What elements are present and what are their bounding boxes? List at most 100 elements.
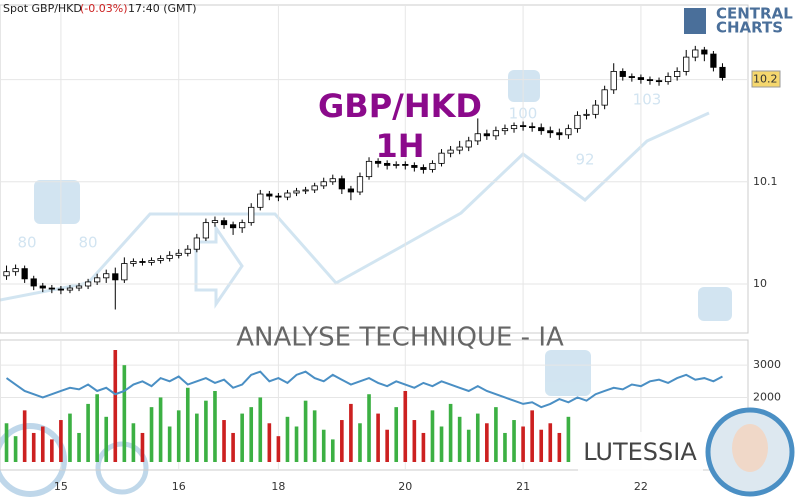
candle-body: [438, 152, 445, 164]
watermark-icon: [698, 287, 732, 321]
volume-bar: [285, 416, 290, 462]
candle-body: [329, 178, 336, 183]
watermark-label: 80: [78, 234, 97, 252]
grid: [0, 5, 748, 470]
candle-body: [619, 71, 626, 77]
candle-body: [384, 162, 391, 166]
candle-body: [474, 133, 481, 142]
watermark-line: [0, 111, 710, 302]
volume-bar: [349, 403, 353, 462]
candle-body: [220, 220, 228, 226]
volume-bar: [475, 413, 480, 462]
candle-body: [257, 193, 264, 208]
volume-bar: [104, 416, 109, 462]
candle-body: [465, 140, 472, 148]
candle-body: [94, 277, 101, 283]
candle-body: [674, 71, 681, 77]
volume-bar: [457, 416, 462, 462]
candle-body: [556, 132, 563, 136]
candle-body: [302, 189, 309, 192]
volume-bar: [448, 403, 453, 462]
candle-body: [664, 76, 672, 83]
volume-bar: [195, 413, 199, 462]
candle-body: [157, 258, 164, 261]
volume-bar: [403, 390, 408, 462]
volume-bar: [50, 439, 54, 462]
candle-body: [719, 66, 726, 78]
logo-line1: CENTRAL: [716, 5, 793, 23]
volume-bar: [131, 423, 136, 462]
x-tick-label: 15: [54, 480, 68, 493]
change: (-0.03%): [80, 2, 128, 15]
candle-body: [456, 146, 463, 151]
candle-body: [184, 248, 191, 254]
volume-bar: [31, 432, 36, 462]
volume-bar: [548, 423, 553, 462]
plot-frame: [0, 4, 749, 334]
candle-body: [565, 128, 572, 136]
volume-bar: [4, 423, 9, 462]
volume-bar: [303, 400, 308, 462]
candle-body: [239, 222, 246, 229]
candle-body: [483, 133, 490, 137]
candle-body: [311, 185, 318, 191]
candle-body: [637, 77, 645, 80]
volume-bar: [213, 390, 217, 462]
candle-body: [30, 278, 37, 287]
candle-body: [429, 162, 436, 170]
candle-body: [320, 181, 327, 187]
watermark-arrow: [194, 223, 244, 309]
watermark-label: 80: [17, 234, 36, 252]
candle-body: [356, 176, 364, 193]
candle-body: [103, 273, 110, 279]
candle-body: [420, 167, 427, 170]
candle-body: [3, 271, 10, 277]
volume-bar: [421, 432, 426, 462]
logo-icon: [684, 8, 706, 34]
y-tick-label: 2000: [753, 390, 781, 403]
volume-bar: [340, 420, 344, 462]
time: 17:40 (GMT): [128, 2, 197, 15]
volume-bar: [512, 420, 516, 462]
volume-bar: [330, 439, 335, 462]
candle-body: [365, 160, 373, 178]
watermark-title: GBP/HKD: [318, 87, 482, 125]
volume-bar: [185, 387, 190, 462]
candle-body: [447, 149, 454, 154]
candle-body: [402, 164, 409, 166]
volume-bar: [312, 410, 317, 462]
volume-bar: [367, 394, 371, 462]
watermark-label: 92: [575, 151, 594, 169]
candle-body: [229, 224, 237, 229]
candle-body: [66, 287, 74, 291]
volume-bar: [258, 397, 263, 462]
volume-bar: [503, 432, 507, 462]
volume-bar: [222, 420, 226, 462]
candle-body: [547, 130, 554, 134]
volume-bar: [485, 423, 489, 462]
logo-line2: CHARTS: [716, 19, 783, 37]
watermark-banner: ANALYSE TECHNIQUE - IA: [236, 323, 564, 353]
candle-body: [655, 80, 663, 83]
candle-body: [75, 285, 83, 289]
candle-body: [293, 190, 300, 194]
volume-bar: [276, 436, 281, 462]
volume-bar: [557, 432, 562, 462]
marks: [3, 45, 726, 462]
volume-bar: [13, 436, 18, 462]
volume-bar: [59, 420, 63, 462]
y-tick-label: 10: [753, 277, 767, 290]
watermark-icon: [34, 180, 80, 224]
candle-body: [601, 89, 608, 106]
candle-body: [501, 128, 509, 132]
y-tick-label: 10.2: [753, 73, 778, 86]
volume-bar: [77, 432, 81, 462]
volume-bar: [95, 394, 99, 462]
candle-body: [211, 220, 219, 224]
volume-bar: [566, 416, 571, 462]
volume-bar: [158, 397, 163, 462]
volume-bar: [149, 407, 154, 462]
volume-bar: [176, 410, 181, 462]
candle-body: [284, 192, 291, 198]
candle-body: [39, 285, 46, 289]
